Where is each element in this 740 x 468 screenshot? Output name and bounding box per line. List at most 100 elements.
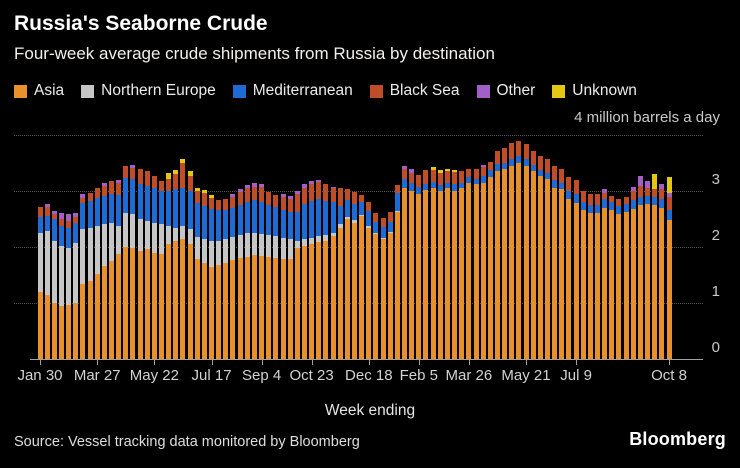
bar-segment-asia: [587, 213, 593, 359]
bar-segment-asia: [659, 207, 665, 359]
bar-segment-black-sea: [666, 197, 672, 211]
bar-segment-asia: [487, 177, 493, 359]
bar-segment-asia: [502, 169, 508, 359]
bar-segment-mediterranean: [544, 173, 550, 180]
bar-segment-mediterranean: [645, 196, 651, 204]
bar-segment-northern-europe: [266, 235, 272, 258]
bar-segment-unknown: [201, 189, 207, 194]
bar-segment-asia: [430, 187, 436, 359]
x-tick-label-oct-8: Oct 8: [651, 367, 687, 384]
bar-segment-other: [287, 196, 293, 199]
bar-segment-mediterranean: [537, 170, 543, 176]
x-tick-mark: [154, 359, 156, 365]
bar-segment-mediterranean: [144, 185, 150, 222]
bar-segment-northern-europe: [159, 224, 164, 254]
x-tick-mark: [468, 359, 470, 365]
bar-segment-asia: [259, 255, 265, 359]
bar-segment-northern-europe: [194, 236, 200, 260]
bar-segment-mediterranean: [480, 175, 486, 183]
x-tick-mark: [40, 359, 41, 365]
bar-segment-asia: [51, 303, 57, 359]
bar-segment-northern-europe: [116, 225, 122, 254]
x-tick-label-may-21: May 21: [501, 367, 551, 384]
x-tick-mark: [261, 359, 263, 365]
bar-segment-black-sea: [337, 188, 343, 207]
bar-segment-black-sea: [137, 169, 143, 184]
bar-segment-asia: [466, 182, 472, 359]
bar-segment-asia: [566, 198, 572, 359]
bar-segment-asia: [66, 305, 72, 359]
bar-segment-black-sea: [108, 180, 114, 194]
bar-segment-asia: [101, 266, 107, 359]
bar-segment-black-sea: [144, 170, 150, 186]
bar-segment-black-sea: [394, 184, 400, 193]
bar-segment-black-sea: [180, 163, 186, 189]
bar-segment-black-sea: [187, 175, 193, 191]
bar-segment-northern-europe: [173, 227, 179, 241]
bar-segment-black-sea: [344, 188, 350, 200]
bar-segment-asia: [559, 188, 565, 359]
bar-segment-black-sea: [309, 183, 315, 202]
bar-segment-northern-europe: [223, 239, 229, 264]
bar-segment-asia: [44, 295, 50, 359]
bar-segment-black-sea: [437, 172, 443, 186]
bar-segment-mediterranean: [58, 225, 64, 246]
bar-segment-other: [244, 184, 250, 189]
bar-segment-other: [630, 187, 636, 191]
bar-segment-asia: [494, 170, 500, 359]
bar-segment-asia: [580, 210, 586, 359]
bar-segment-mediterranean: [209, 208, 215, 241]
bar-segment-black-sea: [552, 165, 558, 180]
bar-segment-northern-europe: [51, 240, 57, 303]
legend-swatch: [232, 84, 246, 98]
bar-segment-other: [409, 169, 415, 173]
bar-segment-mediterranean: [573, 193, 579, 203]
bar-segment-northern-europe: [352, 220, 357, 223]
bar-segment-black-sea: [544, 159, 550, 174]
legend-label: Other: [496, 82, 536, 99]
bar-segment-northern-europe: [201, 239, 207, 263]
bar-segment-asia: [473, 184, 479, 359]
bar-segment-asia: [537, 175, 543, 359]
bar-segment-other: [480, 164, 486, 168]
bar-segment-black-sea: [444, 171, 450, 183]
bar-segment-mediterranean: [44, 216, 50, 232]
bar-segment-mediterranean: [244, 202, 250, 233]
bar-segment-northern-europe: [280, 238, 286, 260]
bar-segment-black-sea: [101, 185, 107, 197]
bar-segment-mediterranean: [559, 183, 565, 189]
bar-segment-asia: [316, 241, 322, 359]
bar-segment-asia: [323, 240, 329, 359]
bar-segment-black-sea: [80, 197, 86, 203]
bar-segment-black-sea: [659, 188, 665, 199]
bar-segment-asia: [223, 263, 229, 359]
bar-segment-asia: [387, 233, 393, 359]
bar-segment-other: [402, 165, 408, 170]
bar-segment-northern-europe: [73, 243, 79, 303]
bar-segment-asia: [444, 188, 450, 359]
bar-segment-northern-europe: [151, 222, 157, 254]
x-tick-mark: [311, 359, 313, 365]
bar-segment-mediterranean: [80, 202, 86, 230]
bar-segment-mediterranean: [566, 191, 572, 199]
bar-segment-northern-europe: [330, 233, 336, 236]
bar-segment-asia: [237, 258, 243, 359]
bar-segment-mediterranean: [94, 197, 100, 226]
bar-segment-black-sea: [130, 168, 136, 180]
bar-segment-black-sea: [466, 168, 472, 177]
bar-segment-northern-europe: [273, 235, 279, 259]
bar-segment-black-sea: [216, 199, 222, 211]
bar-segment-mediterranean: [87, 201, 93, 228]
bar-segment-unknown: [187, 170, 193, 176]
bar-segment-mediterranean: [166, 191, 172, 226]
bar-segment-mediterranean: [616, 206, 622, 214]
bar-segment-black-sea: [352, 192, 357, 204]
bar-segment-other: [602, 188, 608, 193]
bar-segment-mediterranean: [280, 210, 286, 239]
bar-segment-unknown: [430, 166, 436, 170]
bar-segment-northern-europe: [366, 226, 372, 228]
bar-segment-black-sea: [273, 194, 279, 208]
bar-segment-asia: [123, 247, 129, 359]
bar-segment-asia: [523, 165, 529, 359]
bar-segment-asia: [366, 227, 372, 359]
